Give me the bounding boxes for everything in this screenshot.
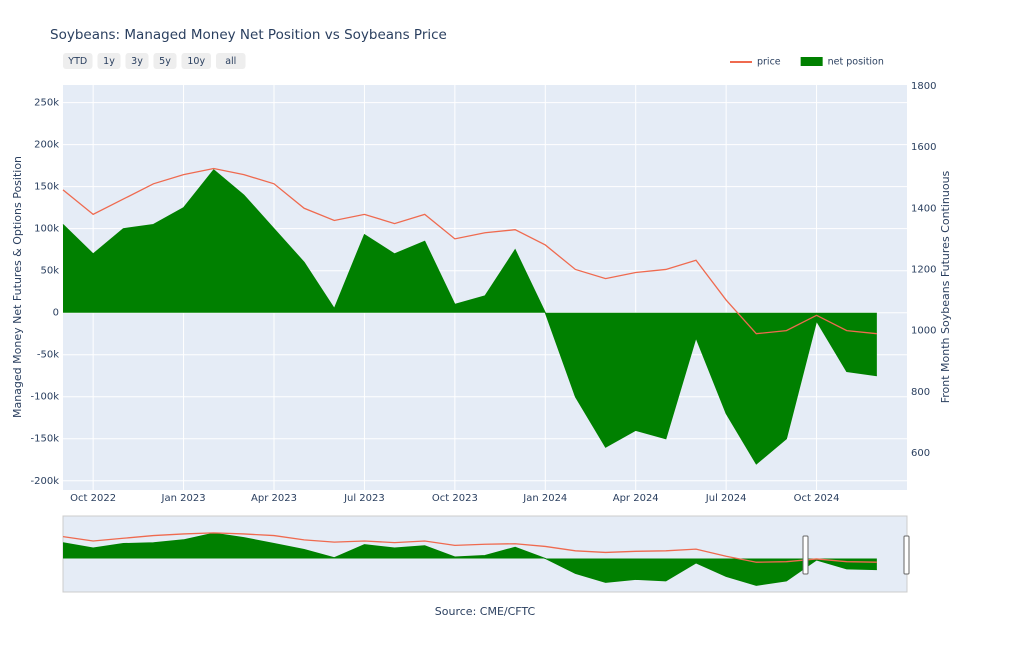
- y2-tick-label: 1400: [911, 203, 936, 214]
- x-tick-label: Jan 2023: [161, 493, 206, 504]
- range-button-label[interactable]: 3y: [131, 56, 143, 67]
- price-line: [62, 167, 877, 335]
- range-button[interactable]: 3y: [125, 53, 149, 69]
- range-button-label[interactable]: all: [225, 56, 236, 67]
- slider-handle[interactable]: [802, 535, 809, 575]
- range-button[interactable]: all: [216, 53, 246, 69]
- legend-label: price: [757, 57, 781, 68]
- y2-tick-label: 1800: [911, 81, 936, 92]
- area-edge: [62, 532, 877, 586]
- range-button-bg[interactable]: [63, 53, 93, 69]
- y-tick-label: -50k: [37, 350, 59, 361]
- y-tick-label: -100k: [31, 392, 60, 403]
- x-tick-label: Jan 2024: [522, 493, 567, 504]
- area-fill: [63, 533, 877, 586]
- y2-tick-label: 600: [911, 448, 930, 459]
- x-tick-label: Oct 2023: [432, 493, 478, 504]
- area-edge: [62, 169, 877, 465]
- range-button-label[interactable]: 1y: [103, 56, 115, 67]
- x-tick-label: Apr 2023: [251, 493, 297, 504]
- range-button-bg[interactable]: [97, 53, 121, 69]
- y-axis-title: Managed Money Net Futures & Options Posi…: [11, 156, 24, 418]
- price-line: [62, 532, 877, 563]
- range-button-label[interactable]: YTD: [67, 56, 87, 67]
- range-button[interactable]: 10y: [181, 53, 212, 69]
- x-tick-label: Apr 2024: [613, 493, 659, 504]
- y-tick-label: 50k: [40, 266, 59, 277]
- y2-tick-label: 800: [911, 387, 930, 398]
- y2-tick-label: 1000: [911, 326, 936, 337]
- range-button-label[interactable]: 5y: [159, 56, 171, 67]
- area-fill: [63, 169, 877, 464]
- y-tick-label: 150k: [34, 182, 59, 193]
- x-tick-label: Oct 2022: [70, 493, 116, 504]
- slider-marks: [62, 532, 877, 586]
- legend-label: net position: [828, 57, 884, 68]
- y-tick-label: -200k: [31, 476, 60, 487]
- range-button[interactable]: 5y: [153, 53, 177, 69]
- x-tick-label: Jul 2023: [343, 493, 385, 504]
- x-tick-label: Oct 2024: [794, 493, 840, 504]
- range-button[interactable]: YTD: [63, 53, 93, 69]
- y-tick-label: 0: [53, 308, 59, 319]
- slider-handle[interactable]: [903, 535, 910, 575]
- y-tick-label: 100k: [34, 224, 59, 235]
- range-button-bg[interactable]: [153, 53, 177, 69]
- range-button-bg[interactable]: [216, 53, 246, 69]
- range-button-bg[interactable]: [181, 53, 212, 69]
- chart-title: Soybeans: Managed Money Net Position vs …: [50, 27, 447, 43]
- marks: [62, 167, 877, 465]
- y2-axis-title: Front Month Soybeans Futures Continuous: [939, 170, 952, 403]
- y-tick-label: 200k: [34, 140, 59, 151]
- legend-swatch: [800, 57, 823, 66]
- range-button-label[interactable]: 10y: [187, 56, 205, 67]
- y2-tick-label: 1200: [911, 264, 936, 275]
- x-tick-label: Jul 2024: [705, 493, 747, 504]
- y-tick-label: 250k: [34, 98, 59, 109]
- range-button[interactable]: 1y: [97, 53, 121, 69]
- y-tick-label: -150k: [31, 434, 60, 445]
- range-button-bg[interactable]: [125, 53, 149, 69]
- y2-tick-label: 1600: [911, 142, 936, 153]
- source-note: Source: CME/CFTC: [435, 605, 536, 618]
